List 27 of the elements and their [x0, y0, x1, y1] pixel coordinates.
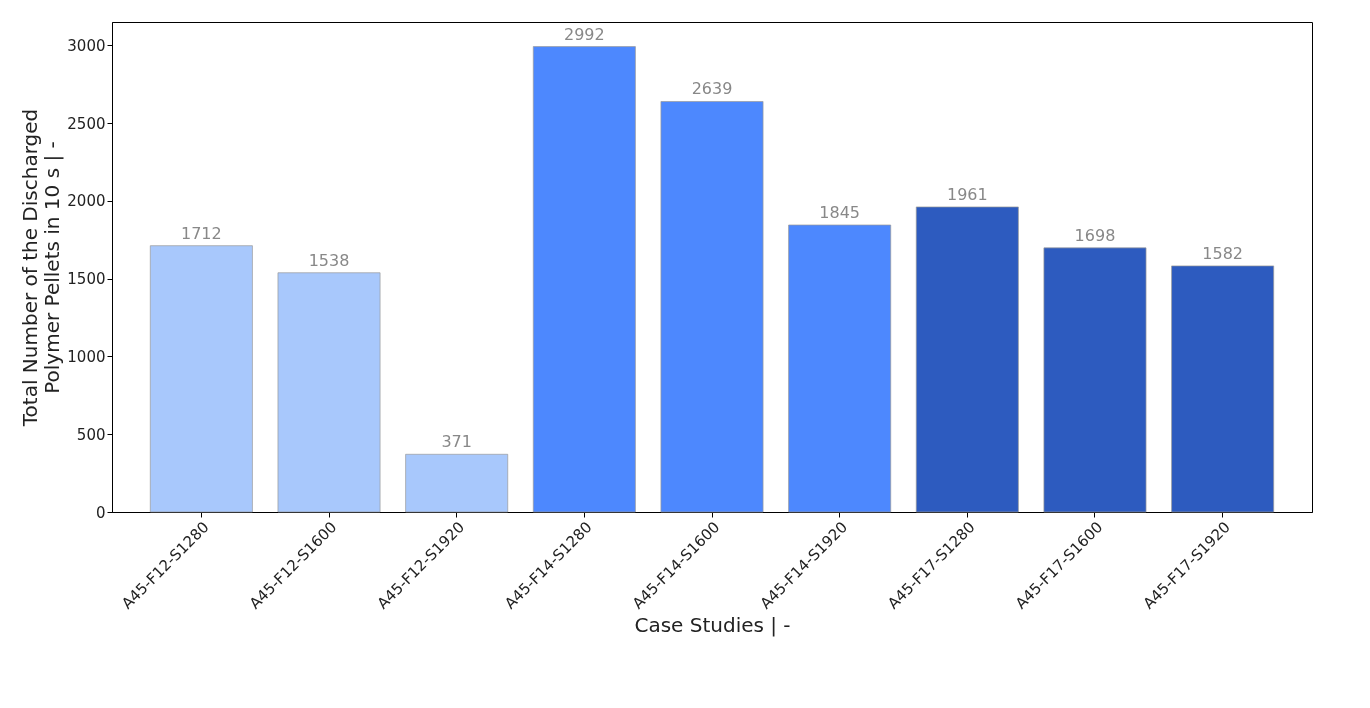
bar — [1043, 247, 1147, 513]
data-label: 1538 — [308, 250, 350, 270]
data-label: 1845 — [819, 203, 861, 222]
y-tick-label: 3000 — [67, 36, 106, 55]
bar — [277, 272, 381, 513]
y-tick-label: 1000 — [67, 347, 106, 366]
bar — [915, 206, 1019, 513]
data-label: 1712 — [181, 223, 222, 243]
data-label: 1961 — [946, 184, 988, 204]
bar — [532, 46, 636, 513]
y-tick-label: 500 — [76, 425, 106, 444]
data-label: 371 — [441, 432, 472, 452]
bar — [788, 224, 892, 513]
bar — [660, 101, 764, 513]
y-axis-title: Total Number of the Discharged Polymer Pellets in 10 s | - — [18, 108, 65, 428]
bar — [1171, 265, 1275, 513]
data-label: 1698 — [1074, 225, 1116, 245]
bar — [149, 245, 253, 513]
data-label: 1582 — [1202, 243, 1243, 263]
y-tick-label: 2000 — [67, 192, 106, 211]
y-tick-label: 0 — [95, 503, 106, 522]
data-label: 2639 — [691, 79, 733, 99]
y-tick-label: 1500 — [67, 270, 106, 289]
y-tick-label: 2500 — [67, 114, 106, 133]
x-axis-title: Case Studies | - — [634, 612, 791, 637]
bar — [405, 453, 509, 513]
data-label: 2992 — [563, 24, 605, 44]
